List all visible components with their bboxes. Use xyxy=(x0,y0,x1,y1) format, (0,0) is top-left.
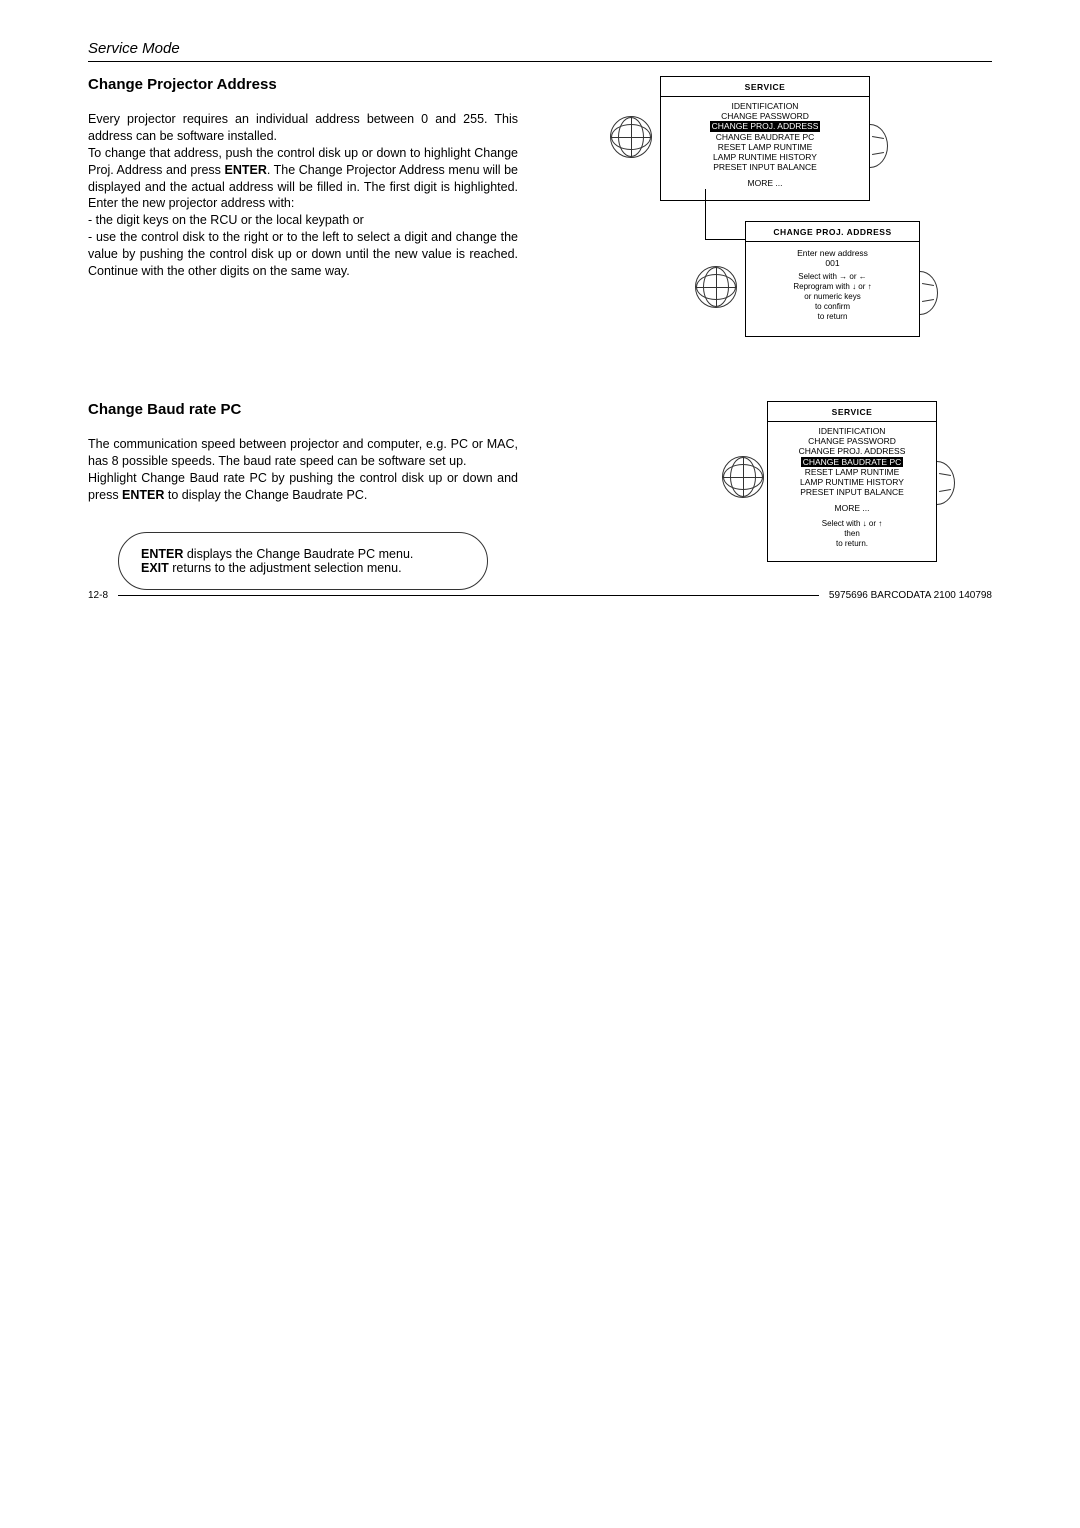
menu1-items: IDENTIFICATIONCHANGE PASSWORDCHANGE PROJ… xyxy=(661,101,869,172)
menu2-title: CHANGE PROJ. ADDRESS xyxy=(746,227,919,237)
menu2-prompt: Enter new address xyxy=(746,248,919,258)
menu3-more: MORE ... xyxy=(768,503,936,513)
footer-ref: 5975696 BARCODATA 2100 140798 xyxy=(829,590,992,601)
menu3-hint: Select with ↓ or ↑then to return. xyxy=(768,519,936,549)
section1-title: Change Projector Address xyxy=(88,76,518,93)
menu1-title: SERVICE xyxy=(661,82,869,92)
footer-page: 12-8 xyxy=(88,590,108,601)
change-proj-address-box: CHANGE PROJ. ADDRESS Enter new address 0… xyxy=(745,221,920,337)
page-flap-icon xyxy=(920,271,938,315)
header-title: Service Mode xyxy=(88,40,992,57)
figure-1: SERVICE IDENTIFICATIONCHANGE PASSWORDCHA… xyxy=(610,76,930,371)
callout-box: ENTER displays the Change Baudrate PC me… xyxy=(118,532,488,590)
section2-title: Change Baud rate PC xyxy=(88,401,518,418)
figure-2: SERVICE IDENTIFICATIONCHANGE PASSWORDCHA… xyxy=(722,401,982,571)
section2-body: The communication speed between projecto… xyxy=(88,436,518,504)
menu3-title: SERVICE xyxy=(768,407,936,417)
connector-line xyxy=(705,189,706,239)
menu2-hint: Select with → or ←Reprogram with ↓ or ↑o… xyxy=(746,272,919,322)
service-menu-box-1: SERVICE IDENTIFICATIONCHANGE PASSWORDCHA… xyxy=(660,76,870,201)
footer: 12-8 5975696 BARCODATA 2100 140798 xyxy=(88,590,992,601)
footer-rule xyxy=(118,595,819,596)
globe-icon xyxy=(695,266,737,308)
connector-line xyxy=(705,239,745,240)
menu1-more: MORE ... xyxy=(661,178,869,188)
section-change-baud-rate: Change Baud rate PC The communication sp… xyxy=(88,401,992,590)
globe-icon xyxy=(610,116,652,158)
page-flap-icon xyxy=(937,461,955,505)
header-rule xyxy=(88,61,992,62)
section1-body: Every projector requires an individual a… xyxy=(88,111,518,280)
globe-icon xyxy=(722,456,764,498)
page-flap-icon xyxy=(870,124,888,168)
menu2-value: 001 xyxy=(746,258,919,268)
section-change-projector-address: Change Projector Address Every projector… xyxy=(88,76,992,371)
menu3-items: IDENTIFICATIONCHANGE PASSWORDCHANGE PROJ… xyxy=(768,426,936,497)
service-menu-box-2: SERVICE IDENTIFICATIONCHANGE PASSWORDCHA… xyxy=(767,401,937,562)
